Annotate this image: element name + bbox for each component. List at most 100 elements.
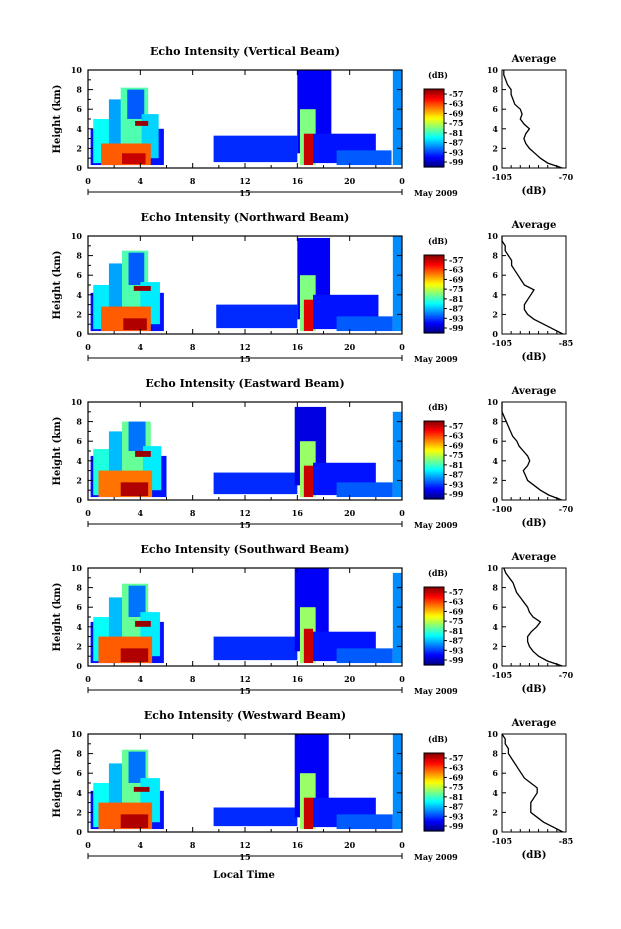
colorbar-swatch: [424, 633, 444, 637]
colorbar-tick-label: -57: [449, 255, 463, 265]
colorbar-swatch: [424, 436, 444, 440]
heatmap-cell: [135, 120, 149, 126]
colorbar-swatch: [424, 329, 444, 332]
colorbar-swatch: [424, 256, 444, 260]
average-frame: [501, 235, 567, 335]
colorbar-swatch: [424, 153, 444, 156]
colorbar-swatch: [424, 331, 444, 334]
colorbar-swatch: [424, 629, 444, 633]
colorbar-tick-label: -81: [449, 626, 463, 636]
heatmap-cell: [392, 236, 402, 332]
colorbar-label: (dB): [428, 70, 448, 80]
colorbar-swatch: [424, 116, 444, 119]
colorbar-swatch: [424, 299, 444, 303]
x-tick-label: 8: [190, 342, 196, 352]
x-tick-label: 8: [190, 176, 196, 186]
heatmap-cell: [336, 648, 393, 664]
colorbar-swatch: [424, 608, 444, 611]
heatmap-cell: [128, 421, 146, 451]
colorbar-swatch: [424, 756, 444, 760]
average-frame: [501, 733, 567, 833]
average-y-tick-label: 8: [492, 583, 498, 593]
colorbar-swatch: [424, 590, 444, 594]
colorbar-swatch: [424, 782, 444, 785]
colorbar-swatch: [424, 758, 444, 762]
average-y-tick-label: 6: [492, 270, 498, 280]
x-tick-label: 16: [292, 342, 304, 352]
y-tick-label: 0: [76, 827, 82, 837]
colorbar-tick-label: -69: [449, 440, 464, 450]
colorbar-swatch: [424, 768, 444, 772]
heatmap-cell: [303, 797, 314, 830]
colorbar-swatch: [424, 120, 444, 123]
colorbar-swatch: [424, 594, 444, 598]
colorbar-tick-label: -81: [449, 792, 463, 802]
colorbar-swatch: [424, 421, 444, 424]
colorbar-swatch: [424, 655, 444, 658]
y-tick-label: 2: [76, 641, 82, 651]
colorbar-swatch: [424, 801, 444, 805]
colorbar-tick-label: -99: [449, 489, 464, 499]
colorbar-swatch: [424, 477, 444, 481]
colorbar-swatch: [424, 792, 444, 795]
x-tick-label: 0: [85, 674, 91, 684]
y-tick-label: 10: [71, 729, 83, 739]
heatmap-cell: [127, 89, 145, 119]
colorbar-swatch: [424, 760, 444, 764]
y-tick-label: 2: [76, 807, 82, 817]
colorbar-swatch: [424, 325, 444, 328]
colorbar-swatch: [424, 803, 444, 807]
average-frame: [501, 401, 567, 501]
x-tick-label: 4: [138, 176, 144, 186]
colorbar-swatch: [424, 139, 444, 143]
colorbar-swatch: [424, 587, 444, 590]
heatmap-cell: [392, 411, 402, 498]
x-tick-label: 4: [138, 674, 144, 684]
heatmap-cell: [133, 285, 151, 291]
colorbar-swatch: [424, 151, 444, 154]
colorbar-swatch: [424, 458, 444, 461]
colorbar-tick-label: -63: [449, 265, 464, 275]
y-tick-label: 6: [76, 104, 82, 114]
colorbar-swatch: [424, 627, 444, 631]
x-tick-label: 0: [399, 674, 405, 684]
colorbar-swatch: [424, 135, 444, 139]
average-x-tick-label: -70: [559, 670, 574, 680]
average-y-tick-label: 10: [487, 231, 499, 241]
x-tick-label: 20: [344, 840, 356, 850]
heatmap-cell: [120, 482, 149, 497]
colorbar-swatch: [424, 463, 444, 467]
beam-panel-0: Echo Intensity (Vertical Beam) 0 2 4 6 8 10 0 4 8…: [52, 45, 574, 198]
y-tick-label: 4: [76, 290, 82, 300]
month-label: May 2009: [414, 852, 458, 862]
y-tick-label: 10: [71, 231, 83, 241]
average-y-tick-label: 4: [492, 456, 498, 466]
heatmap-cells: [90, 568, 402, 664]
colorbar-swatch: [424, 592, 444, 596]
colorbar-swatch: [424, 434, 444, 438]
colorbar-swatch: [424, 487, 444, 490]
average-frame: [501, 567, 567, 667]
colorbar-swatch: [424, 100, 444, 104]
average-title: Average: [511, 220, 557, 231]
y-tick-label: 2: [76, 475, 82, 485]
colorbar-tick-label: -93: [449, 811, 464, 821]
heatmap-cells: [90, 236, 402, 332]
date-label: 15: [239, 852, 250, 862]
heatmap-cell: [128, 751, 146, 783]
x-tick-label: 0: [399, 840, 405, 850]
y-tick-label: 4: [76, 788, 82, 798]
colorbar-frame: [423, 420, 445, 500]
y-tick-label: 0: [76, 661, 82, 671]
colorbar-swatch: [424, 774, 444, 777]
colorbar-swatch: [424, 469, 444, 473]
colorbar-tick-label: -87: [449, 802, 463, 812]
colorbar-swatch: [424, 270, 444, 274]
colorbar-swatch: [424, 292, 444, 295]
colorbar-swatch: [424, 624, 444, 627]
average-x-label: (dB): [522, 850, 547, 861]
colorbar-swatch: [424, 438, 444, 442]
colorbar-swatch: [424, 485, 444, 488]
x-tick-label: 20: [344, 342, 356, 352]
colorbar-swatch: [424, 753, 444, 756]
